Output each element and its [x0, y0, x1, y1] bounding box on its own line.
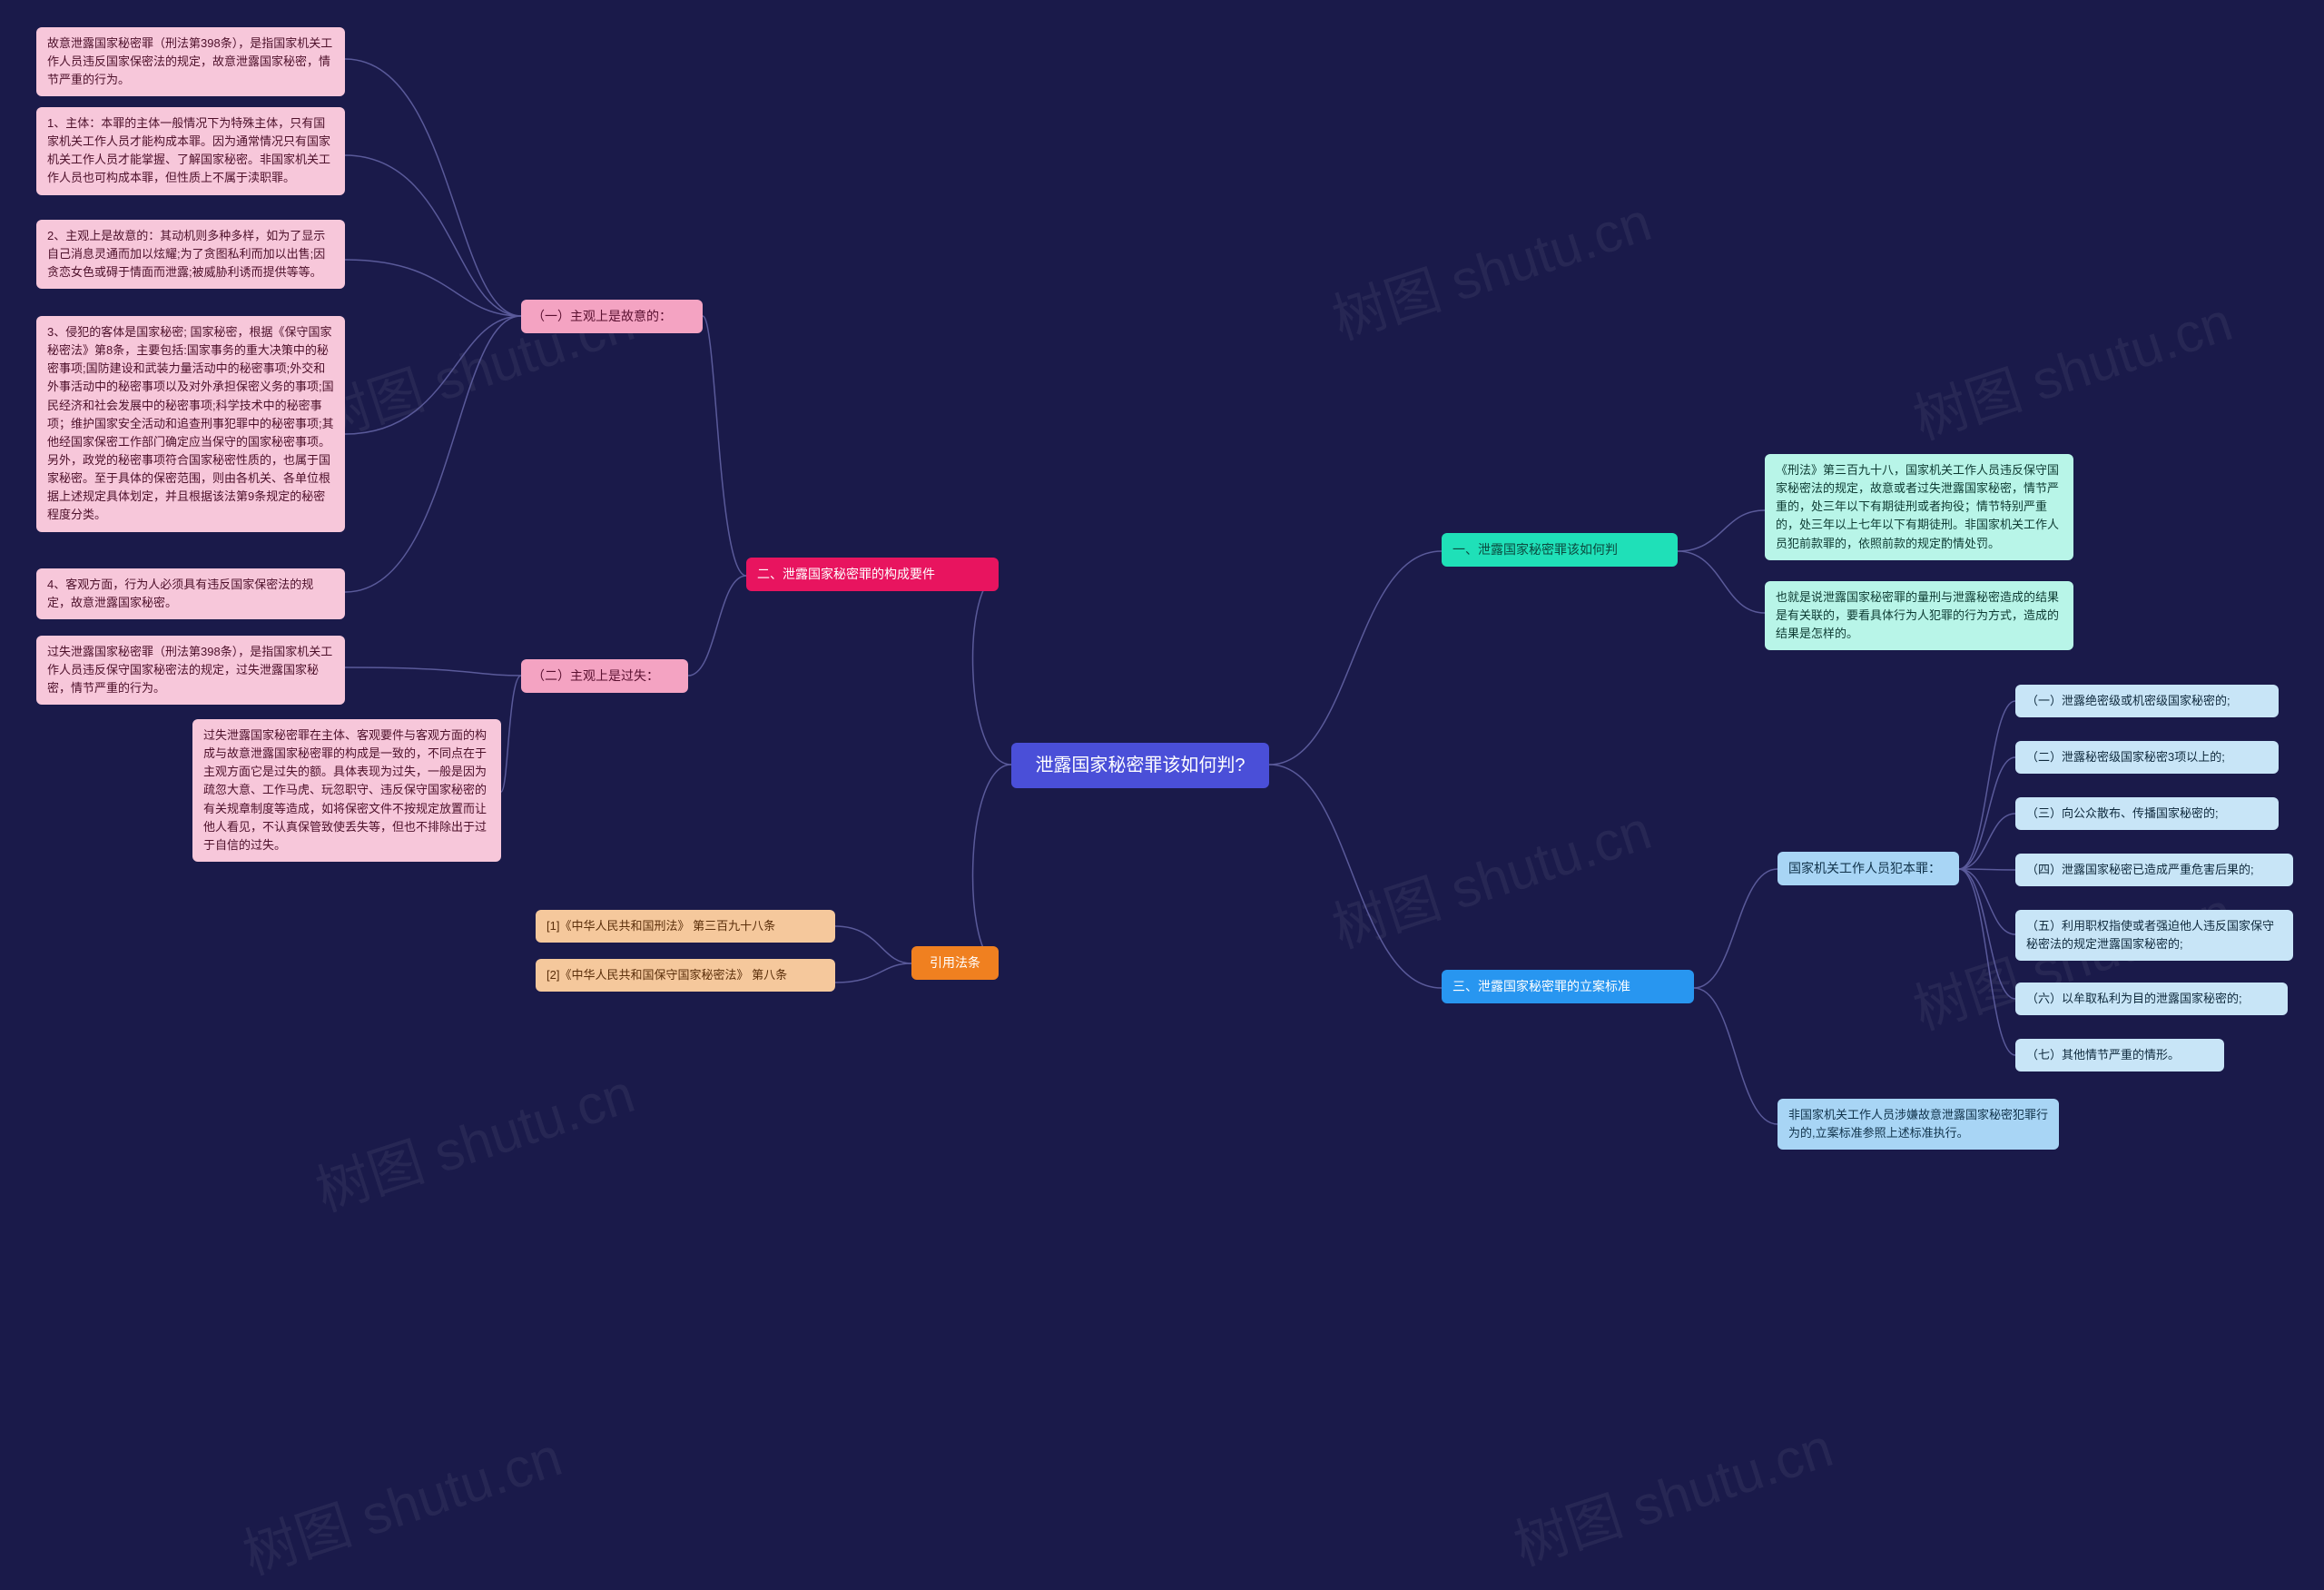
watermark: 树图 shutu.cn	[1321, 786, 1659, 963]
branch-2-b-leaf: 过失泄露国家秘密罪在主体、客观要件与客观方面的构成与故意泄露国家秘密罪的构成是一…	[192, 719, 501, 862]
branch-3[interactable]: 三、泄露国家秘密罪的立案标准	[1442, 970, 1694, 1003]
branch-3-gov[interactable]: 国家机关工作人员犯本罪：	[1777, 852, 1959, 885]
branch-2-a-leaf: 故意泄露国家秘密罪（刑法第398条），是指国家机关工作人员违反国家保密法的规定，…	[36, 27, 345, 96]
branch-2-a-leaf: 2、主观上是故意的：其动机则多种多样，如为了显示自己消息灵通而加以炫耀;为了贪图…	[36, 220, 345, 289]
branch-3-gov-leaf: （一）泄露绝密级或机密级国家秘密的;	[2015, 685, 2279, 717]
branch-1-leaf: 《刑法》第三百九十八，国家机关工作人员违反保守国家秘密法的规定，故意或者过失泄露…	[1765, 454, 2073, 560]
watermark: 树图 shutu.cn	[1502, 1404, 1841, 1581]
branch-1[interactable]: 一、泄露国家秘密罪该如何判	[1442, 533, 1678, 567]
branch-3-gov-leaf: （七）其他情节严重的情形。	[2015, 1039, 2224, 1072]
mindmap-canvas: 树图 shutu.cn 树图 shutu.cn 树图 shutu.cn 树图 s…	[0, 0, 2324, 1518]
branch-2-a-leaf: 4、客观方面，行为人必须具有违反国家保密法的规定，故意泄露国家秘密。	[36, 568, 345, 619]
watermark: 树图 shutu.cn	[1321, 178, 1659, 355]
branch-3-gov-leaf: （三）向公众散布、传播国家秘密的;	[2015, 797, 2279, 830]
branch-2-b[interactable]: （二）主观上是过失：	[521, 659, 688, 693]
branch-2[interactable]: 二、泄露国家秘密罪的构成要件	[746, 558, 999, 591]
branch-ref[interactable]: 引用法条	[911, 946, 999, 980]
branch-2-b-leaf: 过失泄露国家秘密罪（刑法第398条），是指国家机关工作人员违反保守国家秘密法的规…	[36, 636, 345, 705]
branch-3-gov-leaf: （五）利用职权指使或者强迫他人违反国家保守秘密法的规定泄露国家秘密的;	[2015, 910, 2293, 961]
branch-3-gov-leaf: （二）泄露秘密级国家秘密3项以上的;	[2015, 741, 2279, 774]
watermark: 树图 shutu.cn	[304, 1050, 643, 1227]
branch-1-leaf: 也就是说泄露国家秘密罪的量刑与泄露秘密造成的结果是有关联的，要看具体行为人犯罪的…	[1765, 581, 2073, 650]
watermark: 树图 shutu.cn	[1902, 278, 2240, 455]
branch-3-gov-leaf: （四）泄露国家秘密已造成严重危害后果的;	[2015, 854, 2293, 886]
branch-2-a-leaf: 3、侵犯的客体是国家秘密; 国家秘密，根据《保守国家秘密法》第8条，主要包括:国…	[36, 316, 345, 532]
watermark: 树图 shutu.cn	[231, 1413, 570, 1590]
branch-2-a-leaf: 1、主体：本罪的主体一般情况下为特殊主体，只有国家机关工作人员才能构成本罪。因为…	[36, 107, 345, 195]
branch-3-nongov: 非国家机关工作人员涉嫌故意泄露国家秘密犯罪行为的,立案标准参照上述标准执行。	[1777, 1099, 2059, 1150]
branch-3-gov-leaf: （六）以牟取私利为目的泄露国家秘密的;	[2015, 983, 2288, 1015]
root-node[interactable]: 泄露国家秘密罪该如何判?	[1011, 743, 1269, 788]
branch-2-a[interactable]: （一）主观上是故意的：	[521, 300, 703, 333]
branch-ref-leaf: [1]《中华人民共和国刑法》 第三百九十八条	[536, 910, 835, 943]
branch-ref-leaf: [2]《中华人民共和国保守国家秘密法》 第八条	[536, 959, 835, 992]
